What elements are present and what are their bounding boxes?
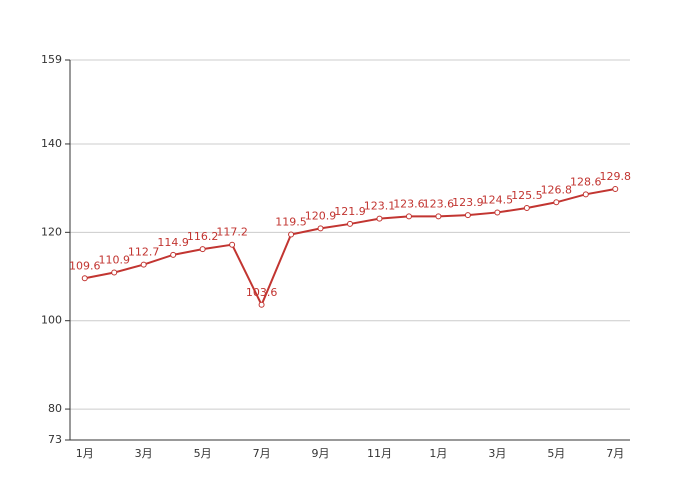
- y-tick-label: 100: [41, 314, 62, 327]
- point: [347, 220, 353, 227]
- data-label: 116.2: [187, 230, 219, 243]
- data-label: 120.9: [305, 209, 337, 222]
- data-label: 123.6: [423, 197, 455, 210]
- x-tick-label: 7月: [606, 447, 624, 460]
- data-label: 121.9: [334, 205, 366, 218]
- data-label: 103.6: [246, 286, 278, 299]
- data-label: 109.6: [69, 259, 101, 272]
- point: [199, 246, 206, 253]
- point: [582, 191, 589, 198]
- y-tick-label: 159: [41, 53, 62, 66]
- point: [140, 261, 147, 268]
- point: [494, 209, 501, 216]
- point: [317, 225, 324, 232]
- data-label: 114.9: [157, 236, 189, 249]
- y-tick-label: 80: [48, 402, 62, 415]
- x-tick-label: 3月: [488, 447, 506, 460]
- data-label: 110.9: [98, 254, 130, 267]
- x-tick-label: 3月: [135, 447, 153, 460]
- point: [464, 212, 471, 219]
- x-tick-label: 5月: [547, 447, 565, 460]
- point: [258, 301, 265, 308]
- x-tick-label: 1月: [429, 447, 447, 460]
- x-tick-label: 7月: [253, 447, 271, 460]
- data-label: 125.5: [511, 189, 543, 202]
- data-label: 112.7: [128, 246, 160, 259]
- point: [435, 213, 442, 220]
- data-label: 129.8: [600, 170, 632, 183]
- data-label: 128.6: [570, 175, 602, 188]
- data-label: 119.5: [275, 216, 307, 229]
- x-tick-label: 5月: [194, 447, 212, 460]
- data-label: 123.6: [393, 197, 425, 210]
- point: [553, 199, 560, 206]
- point: [170, 251, 177, 258]
- data-label: 123.9: [452, 196, 484, 209]
- y-tick-label: 140: [41, 137, 62, 150]
- point: [81, 275, 88, 282]
- x-tick-label: 9月: [312, 447, 330, 460]
- y-tick-label: 120: [41, 225, 62, 238]
- x-tick-label: 1月: [76, 447, 94, 460]
- point: [229, 241, 236, 248]
- x-tick-label: 11月: [367, 447, 392, 460]
- point: [612, 186, 619, 193]
- point: [405, 213, 412, 220]
- y-tick-label: 73: [48, 433, 62, 446]
- data-label: 126.8: [541, 183, 573, 196]
- point: [523, 205, 530, 212]
- point: [376, 215, 383, 222]
- point: [111, 269, 118, 276]
- data-label: 117.2: [216, 226, 248, 239]
- point: [288, 231, 295, 238]
- data-label: 123.1: [364, 200, 396, 213]
- data-label: 124.5: [482, 193, 514, 206]
